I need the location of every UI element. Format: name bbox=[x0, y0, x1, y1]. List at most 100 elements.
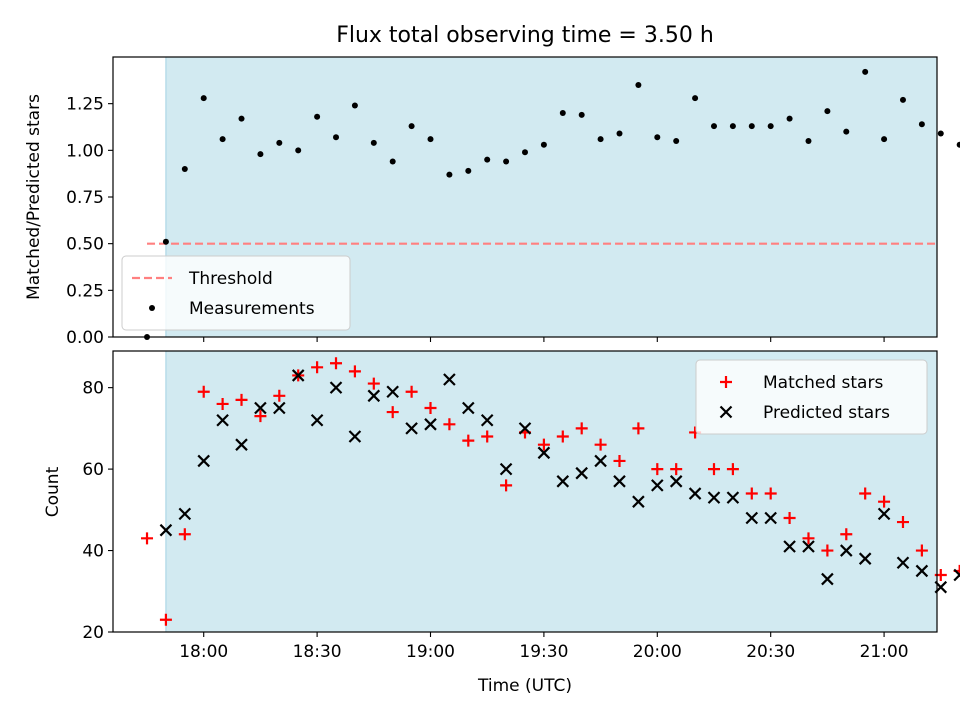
data-point bbox=[200, 95, 207, 102]
data-point bbox=[915, 564, 929, 578]
data-point bbox=[915, 544, 928, 557]
data-point bbox=[329, 381, 343, 394]
data-point bbox=[276, 139, 283, 146]
data-point bbox=[613, 475, 626, 488]
data-point bbox=[405, 422, 418, 435]
data-point bbox=[745, 487, 758, 500]
data-point bbox=[859, 487, 872, 500]
data-point bbox=[310, 413, 324, 427]
y-tick-label: 1.00 bbox=[66, 141, 104, 161]
data-point bbox=[481, 430, 494, 443]
data-point bbox=[786, 115, 793, 122]
data-point bbox=[178, 528, 191, 541]
y-tick-label: 40 bbox=[82, 542, 104, 562]
data-point bbox=[896, 556, 910, 570]
data-point bbox=[197, 385, 210, 398]
legend-label: Matched stars bbox=[763, 373, 883, 393]
data-point bbox=[311, 361, 324, 374]
y-tick-label: 0.75 bbox=[66, 188, 104, 208]
data-point bbox=[540, 141, 547, 148]
data-point bbox=[500, 479, 513, 492]
count-panel: 20 40 60 80 18:00 18:30 19:00 19:30 20:00 20:30 21… bbox=[82, 350, 960, 662]
x-tick-label: 20:30 bbox=[746, 642, 795, 662]
x-tick-label: 18:00 bbox=[179, 642, 228, 662]
data-point bbox=[386, 406, 399, 419]
data-point bbox=[351, 102, 358, 109]
count-y-axis-label: Count bbox=[43, 466, 63, 517]
data-point bbox=[518, 422, 532, 435]
data-point bbox=[462, 401, 475, 415]
data-point bbox=[465, 167, 472, 174]
data-point bbox=[821, 544, 834, 557]
data-point bbox=[594, 438, 607, 451]
data-point bbox=[257, 151, 264, 158]
data-point bbox=[405, 385, 418, 398]
data-point bbox=[314, 113, 321, 120]
data-point bbox=[767, 123, 774, 130]
data-point bbox=[462, 434, 475, 447]
legend-swatch-marker bbox=[719, 405, 733, 419]
series-measurements bbox=[144, 68, 960, 340]
data-point bbox=[389, 158, 396, 165]
y-tick-label: 0.25 bbox=[66, 281, 104, 301]
data-point bbox=[141, 532, 154, 545]
data-point bbox=[484, 156, 491, 163]
data-point bbox=[899, 96, 906, 103]
data-point bbox=[654, 134, 661, 141]
x-tick-label: 18:30 bbox=[293, 642, 342, 662]
data-point bbox=[480, 413, 494, 427]
data-point bbox=[843, 128, 850, 135]
legend-frame bbox=[695, 359, 928, 435]
data-point bbox=[370, 139, 377, 146]
data-point bbox=[235, 438, 248, 451]
data-point bbox=[673, 138, 680, 144]
data-point bbox=[330, 357, 343, 370]
data-point bbox=[616, 130, 623, 137]
data-point bbox=[367, 377, 380, 390]
data-point bbox=[840, 528, 853, 541]
data-point bbox=[594, 454, 607, 468]
x-tick-label: 19:00 bbox=[406, 642, 455, 662]
count-x-axis-label: Time (UTC) bbox=[477, 676, 572, 696]
axes-frame bbox=[112, 350, 938, 633]
data-point bbox=[578, 111, 585, 118]
data-point bbox=[896, 516, 909, 529]
data-point bbox=[162, 238, 169, 245]
data-point bbox=[783, 540, 796, 553]
data-point bbox=[556, 475, 570, 488]
data-point bbox=[840, 544, 853, 557]
data-point bbox=[613, 454, 626, 467]
data-point bbox=[348, 365, 361, 378]
y-tick-label: 20 bbox=[82, 623, 104, 643]
data-point bbox=[424, 418, 437, 431]
figure-title: Flux total observing time = 3.50 h bbox=[336, 23, 714, 48]
data-point bbox=[522, 149, 528, 156]
data-point bbox=[559, 110, 566, 116]
data-point bbox=[235, 393, 248, 406]
data-point bbox=[537, 438, 550, 451]
data-point bbox=[197, 454, 210, 468]
data-point bbox=[692, 95, 699, 102]
y-tick-label: 1.25 bbox=[66, 95, 104, 115]
legend-frame bbox=[121, 255, 351, 331]
data-point bbox=[783, 511, 796, 524]
data-point bbox=[291, 369, 305, 382]
data-point bbox=[707, 463, 720, 476]
data-point bbox=[729, 123, 736, 130]
data-point bbox=[862, 68, 869, 75]
data-point bbox=[333, 134, 340, 141]
data-point bbox=[499, 462, 513, 476]
data-point bbox=[937, 130, 944, 137]
y-tick-label: 0.00 bbox=[66, 328, 104, 348]
data-point bbox=[635, 82, 642, 88]
data-point bbox=[178, 507, 192, 521]
legend: Threshold Measurements bbox=[121, 255, 351, 331]
data-point bbox=[670, 463, 683, 476]
data-point bbox=[710, 123, 717, 130]
data-point bbox=[824, 108, 831, 115]
data-point bbox=[446, 171, 453, 178]
legend-label: Threshold bbox=[188, 269, 273, 289]
data-point bbox=[669, 475, 683, 488]
data-point bbox=[726, 463, 739, 476]
